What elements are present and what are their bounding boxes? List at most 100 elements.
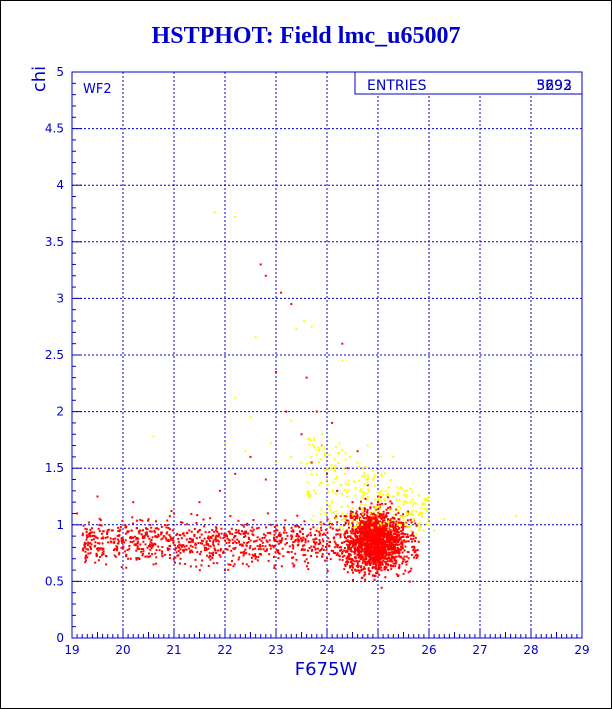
data-point [361, 515, 364, 518]
data-point [146, 555, 149, 558]
data-point [142, 529, 145, 532]
data-point [145, 531, 148, 534]
data-point [394, 513, 397, 516]
data-point [377, 566, 380, 569]
data-point [424, 507, 427, 510]
data-point [161, 537, 164, 540]
data-point [359, 530, 362, 533]
data-point [186, 531, 189, 534]
data-point [223, 534, 226, 537]
data-point [317, 543, 320, 546]
data-point [315, 529, 318, 532]
data-point [98, 548, 101, 551]
data-point [375, 530, 378, 533]
data-point [349, 539, 352, 542]
data-point [242, 532, 245, 535]
data-point [276, 524, 279, 527]
panel-label: WF2 [83, 82, 112, 97]
data-point [334, 469, 337, 472]
data-point [374, 545, 377, 548]
data-point [376, 527, 379, 530]
data-point [357, 541, 360, 544]
data-point [277, 534, 280, 537]
data-point [376, 537, 379, 540]
data-point [413, 545, 416, 548]
data-point [90, 543, 93, 546]
data-point [199, 542, 202, 545]
data-point [356, 523, 359, 526]
data-point [343, 515, 346, 518]
data-point [358, 569, 361, 572]
data-point [277, 549, 280, 552]
data-point [364, 508, 367, 511]
data-point [379, 515, 382, 518]
data-point [290, 455, 293, 458]
data-point [379, 491, 382, 494]
data-point [351, 558, 354, 561]
data-point [398, 565, 401, 568]
data-point [132, 540, 135, 543]
data-point [411, 532, 414, 535]
data-point [290, 534, 293, 537]
data-point [313, 446, 316, 449]
data-point [399, 516, 402, 519]
data-point [412, 518, 415, 521]
data-point [410, 567, 413, 570]
data-point [356, 541, 359, 544]
data-point [278, 539, 281, 542]
data-point [387, 536, 390, 539]
data-point [380, 523, 383, 526]
data-point [374, 519, 377, 522]
data-point [382, 528, 385, 531]
data-point [212, 562, 215, 565]
data-point [251, 526, 254, 529]
data-point [179, 557, 182, 560]
data-point [419, 525, 422, 528]
data-point [347, 479, 350, 482]
data-point [276, 540, 279, 543]
data-point [385, 538, 388, 541]
data-point [354, 569, 357, 572]
data-point [350, 514, 353, 517]
data-point [83, 543, 86, 546]
data-point [336, 489, 339, 492]
data-point [375, 534, 378, 537]
data-point [363, 537, 366, 540]
data-point [372, 535, 375, 538]
data-point [85, 559, 88, 562]
data-point [349, 546, 352, 549]
data-point [360, 531, 363, 534]
data-point [242, 554, 245, 557]
data-point [327, 468, 330, 471]
data-point [367, 542, 370, 545]
data-point [229, 563, 232, 566]
data-point [126, 548, 129, 551]
data-point [371, 515, 374, 518]
data-point [357, 569, 360, 572]
data-point [249, 545, 252, 548]
data-point [279, 533, 282, 536]
data-point [381, 520, 384, 523]
data-point [275, 536, 278, 539]
data-point [115, 549, 118, 552]
data-point [390, 532, 393, 535]
data-point [410, 529, 413, 532]
data-point [113, 540, 116, 543]
data-point [381, 530, 384, 533]
data-point [265, 526, 268, 529]
data-point [346, 563, 349, 566]
data-point [143, 536, 146, 539]
data-point [326, 478, 328, 481]
data-point [375, 540, 378, 543]
data-point [128, 544, 131, 547]
data-point [344, 452, 347, 455]
data-point [290, 537, 293, 540]
data-point [372, 558, 375, 561]
data-point [351, 569, 354, 572]
data-point [129, 537, 132, 540]
data-point [228, 539, 231, 542]
data-point [377, 492, 380, 495]
data-point [305, 558, 308, 561]
data-point [364, 573, 367, 576]
data-point [366, 532, 369, 535]
